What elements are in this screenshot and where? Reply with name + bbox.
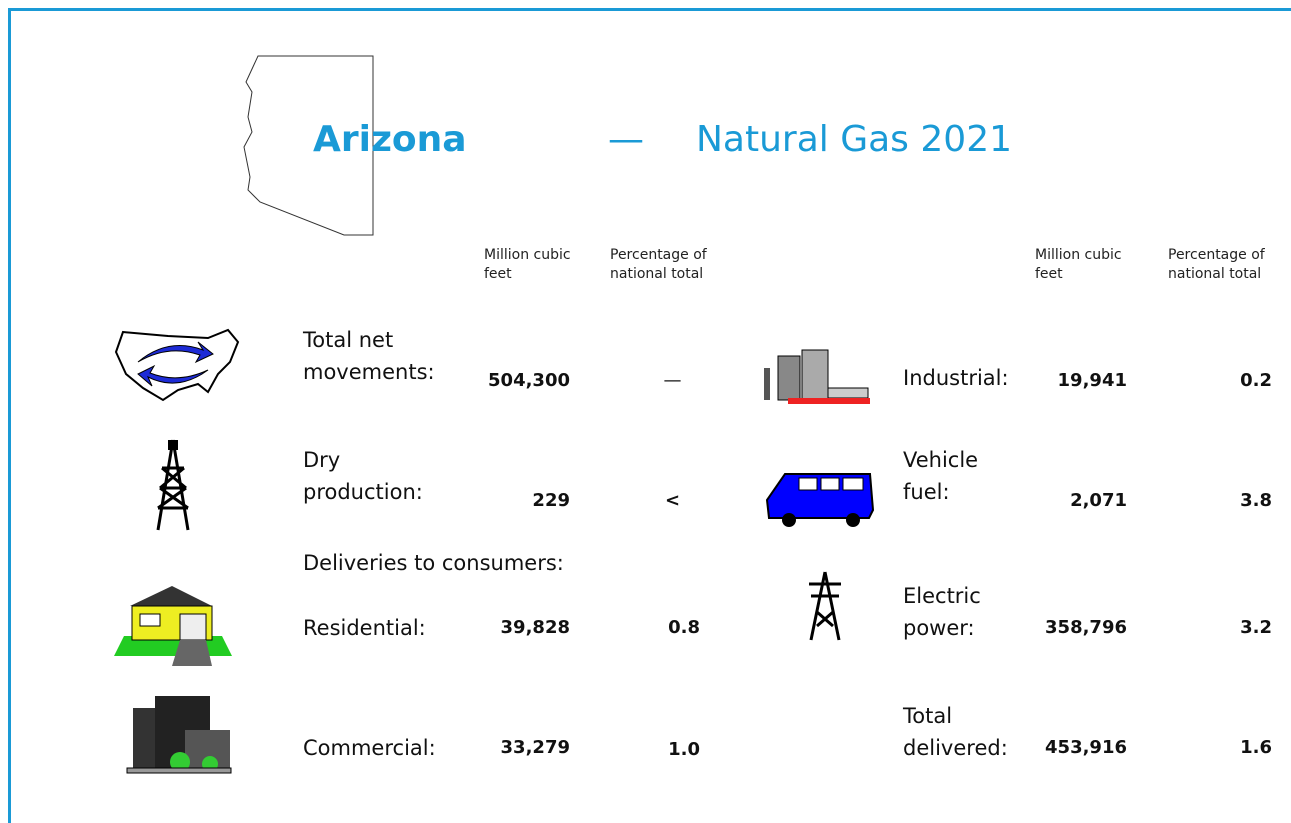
col-header: Million cubic feet <box>1035 247 1122 282</box>
state-name: Arizona <box>313 119 467 160</box>
percentage: 3.2 <box>1240 617 1272 638</box>
volume: 39,828 <box>500 617 570 638</box>
volume: 229 <box>532 490 570 511</box>
frame <box>8 8 1291 823</box>
row-label: Industrial: <box>903 366 1009 390</box>
row-label: Dry production: <box>303 448 423 504</box>
percentage: — <box>663 370 682 391</box>
row-label: Electric power: <box>903 584 981 640</box>
title-dash: — <box>608 119 644 160</box>
volume: 453,916 <box>1045 737 1127 758</box>
state-outline <box>243 55 374 236</box>
row-label: Total delivered: <box>903 704 1008 760</box>
us-map-icon <box>114 328 240 402</box>
volume: 2,071 <box>1070 490 1127 511</box>
percentage: 1.0 <box>668 739 700 760</box>
percentage: 0.2 <box>1240 370 1272 391</box>
percentage: 3.8 <box>1240 490 1272 511</box>
col-header: Percentage of national total <box>610 247 707 282</box>
percentage: 1.6 <box>1240 737 1272 758</box>
row-label: Residential: <box>303 616 426 640</box>
house-icon <box>114 586 232 666</box>
volume: 19,941 <box>1057 370 1127 391</box>
title: Natural Gas 2021 <box>696 119 1013 160</box>
rig-icon <box>156 439 190 531</box>
row-label: Commercial: <box>303 736 436 760</box>
volume: 358,796 <box>1045 617 1127 638</box>
section-heading: Deliveries to consumers: <box>303 551 564 575</box>
col-header: Million cubic feet <box>484 247 571 282</box>
industrial-icon <box>764 349 870 404</box>
volume: 504,300 <box>488 370 570 391</box>
van-icon <box>765 473 875 527</box>
col-header: Percentage of national total <box>1168 247 1265 282</box>
commercial-icon <box>126 696 232 774</box>
percentage: < <box>664 490 681 511</box>
tower-icon <box>809 571 841 641</box>
row-label: Vehicle fuel: <box>903 448 979 504</box>
volume: 33,279 <box>500 737 570 758</box>
percentage: 0.8 <box>668 617 700 638</box>
row-label: Total net movements: <box>303 328 435 384</box>
